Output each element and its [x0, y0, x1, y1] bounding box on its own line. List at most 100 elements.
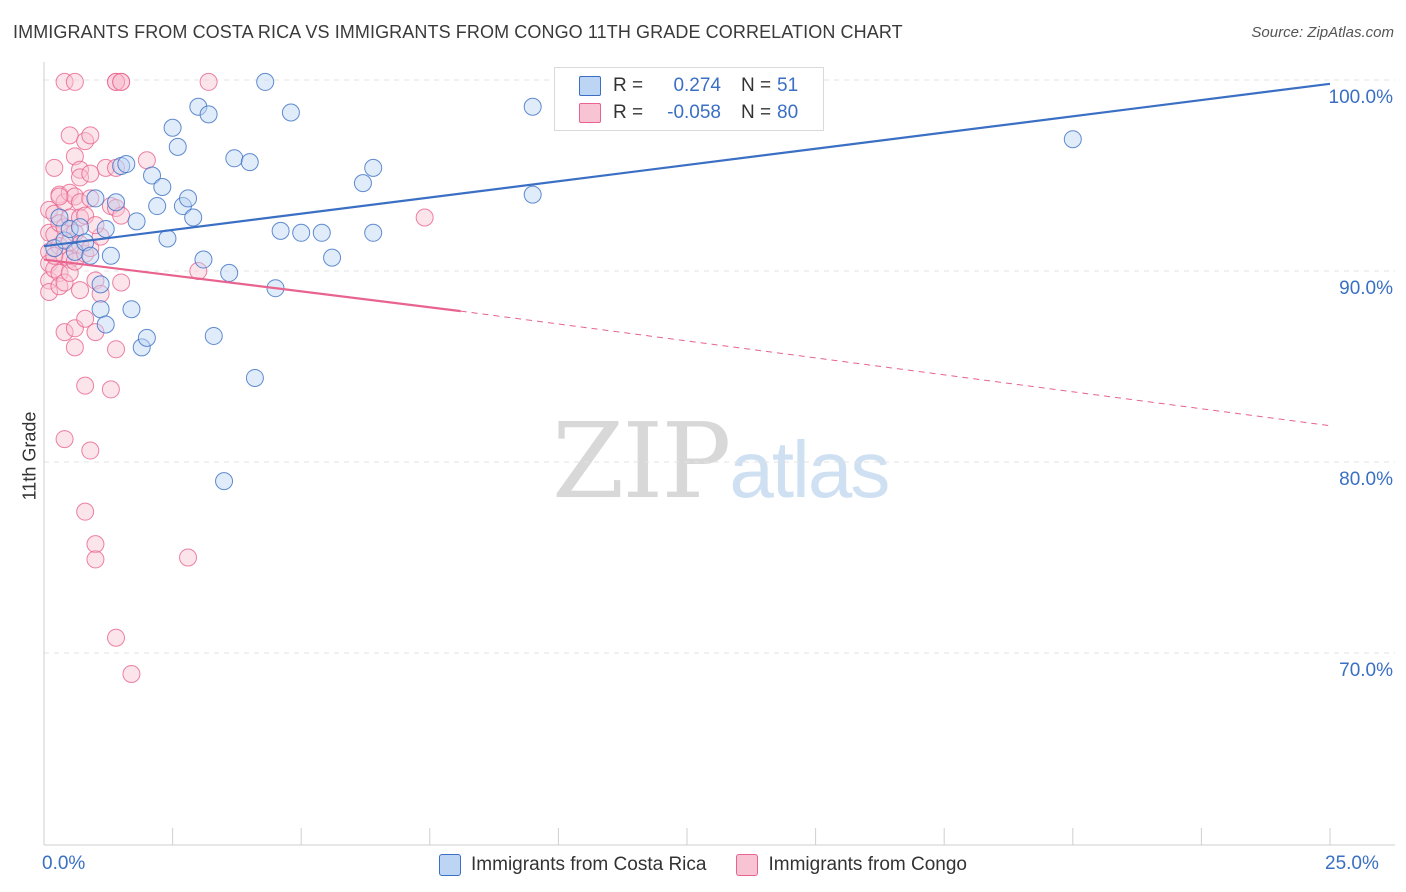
- congo-point: [415, 208, 434, 227]
- n-value: 80: [777, 102, 799, 123]
- y-tick-label-80: 80.0%: [1339, 469, 1393, 490]
- congo-point: [81, 189, 100, 208]
- series-legend: Immigrants from Costa Rica Immigrants fr…: [0, 852, 1406, 878]
- costa-rica-point: [148, 197, 167, 216]
- costa-rica-point: [225, 149, 244, 168]
- congo-point: [65, 72, 84, 91]
- stats-legend-row-costa-rica: R = 0.274 N = 51: [555, 73, 798, 99]
- congo-point: [112, 273, 131, 292]
- legend-item-costa-rica[interactable]: Immigrants from Costa Rica: [439, 854, 706, 876]
- r-value: 0.274: [673, 75, 721, 96]
- costa-rica-point: [71, 218, 90, 237]
- congo-point: [50, 263, 69, 282]
- costa-rica-point: [215, 472, 234, 491]
- costa-rica-point: [163, 118, 182, 137]
- watermark: ZIPatlas: [552, 400, 890, 522]
- costa-rica-point: [256, 72, 275, 91]
- costa-rica-point: [312, 223, 331, 242]
- costa-rica-point: [101, 246, 120, 265]
- n-label: N =: [741, 102, 772, 123]
- congo-point: [71, 193, 90, 212]
- y-tick-label-100: 100.0%: [1328, 87, 1393, 108]
- watermark-zip: ZIP: [552, 400, 731, 522]
- costa-rica-point: [107, 193, 126, 212]
- costa-rica-point: [189, 97, 208, 116]
- congo-point: [76, 132, 95, 151]
- costa-rica-point: [523, 97, 542, 116]
- legend-label-congo: Immigrants from Congo: [768, 854, 967, 875]
- congo-point: [60, 263, 79, 282]
- congo-point: [71, 160, 90, 179]
- costa-rica-trend-line: [43, 82, 1331, 248]
- costa-rica-point: [117, 155, 136, 174]
- congo-point: [86, 323, 105, 342]
- costa-rica-point: [168, 137, 187, 156]
- congo-point: [86, 216, 105, 235]
- y-tick-label-90: 90.0%: [1339, 278, 1393, 299]
- x-tick-label-max: 25.0%: [1325, 853, 1379, 874]
- congo-point: [112, 72, 131, 91]
- congo-point: [71, 168, 90, 187]
- congo-point: [86, 550, 105, 569]
- costa-rica-legend-swatch: [439, 854, 462, 876]
- congo-legend-swatch: [736, 854, 759, 876]
- congo-point: [65, 187, 84, 206]
- costa-rica-point: [137, 328, 156, 347]
- chart-title: IMMIGRANTS FROM COSTA RICA VS IMMIGRANTS…: [13, 22, 903, 42]
- costa-rica-point: [271, 221, 290, 240]
- watermark-atlas: atlas: [729, 425, 890, 514]
- congo-point: [91, 284, 110, 303]
- congo-point: [55, 273, 74, 292]
- costa-rica-point: [127, 212, 146, 231]
- legend-label-costa-rica: Immigrants from Costa Rica: [471, 854, 707, 875]
- congo-trend-extension: [460, 310, 1331, 427]
- congo-point: [76, 502, 95, 521]
- congo-point: [179, 548, 198, 567]
- costa-rica-point: [523, 185, 542, 204]
- costa-rica-point: [158, 229, 177, 248]
- congo-point: [71, 281, 90, 300]
- costa-rica-point: [153, 177, 172, 196]
- congo-point: [86, 535, 105, 554]
- stats-legend-row-congo: R = -0.058 N = 80: [555, 100, 798, 126]
- r-label: R =: [613, 75, 644, 96]
- costa-rica-point: [245, 368, 264, 387]
- costa-rica-point: [323, 248, 342, 267]
- congo-point: [55, 430, 74, 449]
- costa-rica-point: [86, 189, 105, 208]
- congo-point: [55, 72, 74, 91]
- congo-point: [45, 158, 64, 177]
- congo-trend-line: [43, 258, 461, 313]
- congo-point: [55, 323, 74, 342]
- source-prefix: Source:: [1251, 24, 1308, 41]
- costa-rica-point: [364, 158, 383, 177]
- costa-rica-point: [184, 208, 203, 227]
- congo-point: [40, 283, 59, 302]
- congo-point: [65, 147, 84, 166]
- n-value: 51: [777, 75, 799, 96]
- congo-point: [81, 441, 100, 460]
- congo-point: [137, 151, 156, 170]
- congo-point: [107, 340, 126, 359]
- congo-point: [65, 338, 84, 357]
- congo-point: [199, 72, 218, 91]
- costa-rica-point: [179, 189, 198, 208]
- costa-rica-point: [96, 315, 115, 334]
- congo-point: [50, 187, 69, 206]
- n-label: N =: [741, 75, 772, 96]
- costa-rica-point: [50, 208, 69, 227]
- congo-point: [76, 376, 95, 395]
- r-label: R =: [613, 102, 644, 123]
- costa-rica-point: [204, 326, 223, 345]
- costa-rica-point: [281, 103, 300, 122]
- costa-rica-point: [91, 300, 110, 319]
- costa-rica-point: [81, 246, 100, 265]
- costa-rica-point: [220, 263, 239, 282]
- legend-item-congo[interactable]: Immigrants from Congo: [736, 854, 967, 876]
- costa-rica-point: [292, 223, 311, 242]
- costa-rica-swatch: [579, 76, 601, 96]
- stats-legend: R = 0.274 N = 51 R = -0.058 N = 80: [554, 67, 824, 131]
- costa-rica-point: [96, 219, 115, 238]
- source-site[interactable]: ZipAtlas.com: [1307, 24, 1394, 41]
